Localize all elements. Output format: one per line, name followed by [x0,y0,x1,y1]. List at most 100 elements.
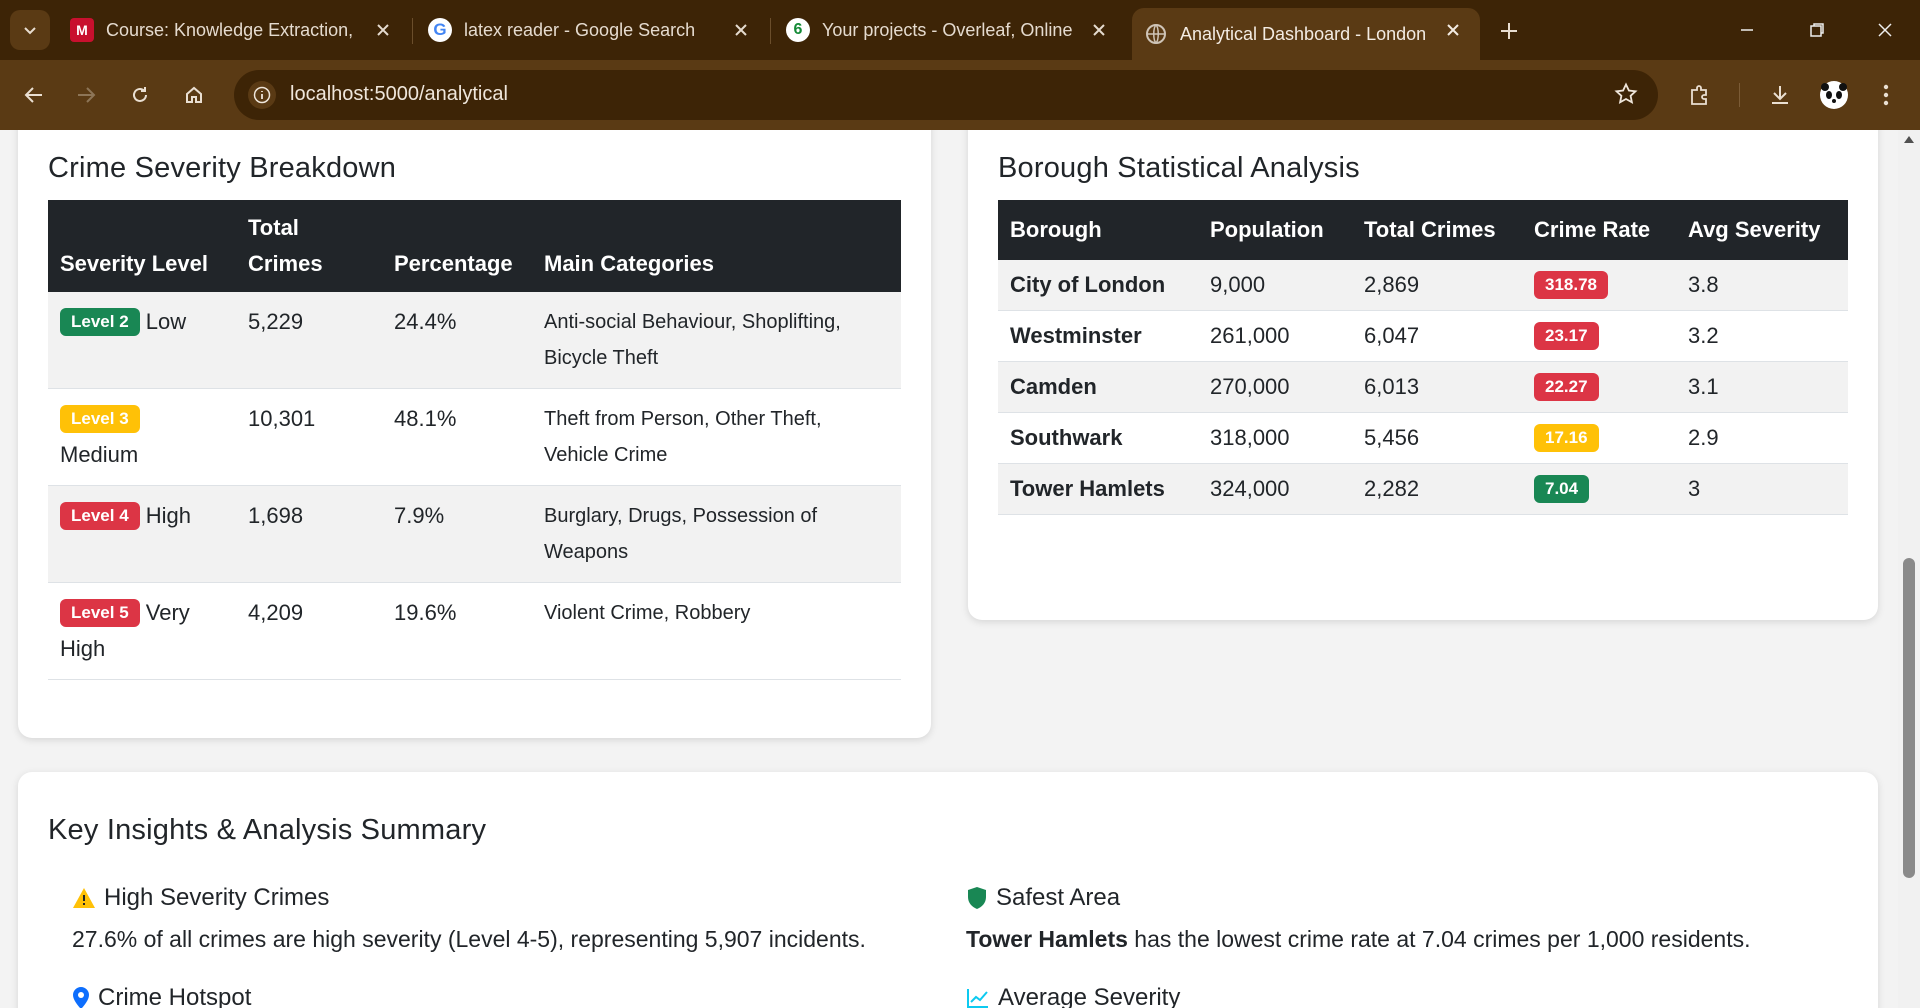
total-crimes-cell: 2,869 [1352,260,1522,311]
new-tab-button[interactable] [1494,16,1524,46]
tab-overleaf[interactable]: 6 Your projects - Overleaf, Online [786,8,1126,52]
forward-button[interactable] [66,75,106,115]
overleaf-icon: 6 [786,18,810,42]
severity-level-cell: Level 2 Low [48,292,236,389]
tab-analytical-dashboard[interactable]: Analytical Dashboard - London [1132,8,1480,60]
close-icon[interactable] [1442,19,1464,41]
tab-google[interactable]: G latex reader - Google Search [428,8,768,52]
severity-label: Medium [60,442,139,467]
insight-high-severity: High Severity Crimes 27.6% of all crimes… [72,884,866,953]
scroll-up-arrow-icon[interactable] [1904,136,1914,143]
avg-severity-cell: 3.1 [1676,361,1848,413]
population-cell: 318,000 [1198,412,1352,464]
borough-name-cell: Westminster [998,310,1198,362]
home-button[interactable] [174,75,214,115]
percentage-cell: 48.1% [382,388,532,486]
insight-heading: Safest Area [996,884,1121,911]
column-header: Main Categories [532,200,901,292]
severity-label: Very High [60,600,190,661]
insight-text: 27.6% of all crimes are high severity (L… [72,926,866,952]
column-header: Avg Severity [1676,200,1848,260]
insight-text: Tower Hamlets has the lowest crime rate … [966,926,1750,953]
panda-avatar-icon [1820,81,1848,109]
borough-name-cell: Southwark [998,412,1198,464]
percentage-cell: 19.6% [382,582,532,680]
close-icon[interactable] [730,19,752,41]
population-cell: 261,000 [1198,310,1352,362]
home-icon [186,86,202,103]
restore-icon [1810,23,1824,37]
total-crimes-cell: 1,698 [236,485,382,583]
close-icon [1878,23,1892,37]
google-icon: G [428,18,452,42]
page-viewport: Crime Severity Breakdown Severity Level … [0,130,1898,1008]
toolbar-divider [1739,83,1740,107]
severity-level-cell: Level 4 High [48,485,236,583]
severity-badge: Level 3 [60,405,140,433]
reload-button[interactable] [120,75,160,115]
borough-card: Borough Statistical Analysis Borough Pop… [968,130,1878,620]
severity-badge: Level 2 [60,308,140,336]
population-cell: 324,000 [1198,463,1352,515]
close-icon[interactable] [1088,19,1110,41]
url-text[interactable]: localhost:5000/analytical [290,83,508,105]
tab-title: Your projects - Overleaf, Online [822,19,1072,40]
tab-title: Course: Knowledge Extraction, M [106,19,356,40]
total-crimes-cell: 2,282 [1352,463,1522,515]
tab-search-button[interactable] [10,10,50,50]
browser-toolbar: localhost:5000/analytical [0,60,1920,130]
percentage-cell: 7.9% [382,485,532,583]
main-categories-cell: Anti-social Behaviour, Shoplifting, Bicy… [532,292,901,389]
minimize-button[interactable] [1724,10,1770,50]
tab-course[interactable]: M Course: Knowledge Extraction, M [70,8,410,52]
table-row: Southwark 318,000 5,456 17.16 2.9 [998,412,1848,464]
column-header: Crime Rate [1522,200,1676,260]
table-row: Level 4 High 1,698 7.9% Burglary, Drugs, Po… [48,485,901,583]
crime-rate-cell: 22.27 [1522,361,1676,413]
plus-icon [1501,23,1517,39]
close-icon[interactable] [372,19,394,41]
downloads-button[interactable] [1760,75,1800,115]
scrollbar-thumb[interactable] [1903,558,1915,878]
page-scrollbar[interactable] [1898,130,1920,1008]
site-info-icon[interactable] [248,81,276,109]
table-row: Westminster 261,000 6,047 23.17 3.2 [998,310,1848,362]
crime-rate-badge: 318.78 [1534,271,1608,299]
crime-rate-badge: 7.04 [1534,475,1590,503]
browser-menu-button[interactable] [1866,75,1906,115]
column-header: Percentage [382,200,532,292]
warning-triangle-icon [72,887,96,909]
total-crimes-cell: 5,229 [236,292,382,389]
chevron-down-icon [24,27,36,35]
restore-button[interactable] [1794,10,1840,50]
crime-rate-badge: 23.17 [1534,322,1599,350]
table-header-row: Borough Population Total Crimes Crime Ra… [998,200,1848,260]
profile-avatar[interactable] [1814,75,1854,115]
close-window-button[interactable] [1862,10,1908,50]
borough-name-cell: Camden [998,361,1198,413]
borough-title: Borough Statistical Analysis [998,152,1360,184]
safest-borough-name: Tower Hamlets [966,926,1128,952]
address-bar[interactable]: localhost:5000/analytical [234,70,1658,120]
severity-label: High [145,503,192,528]
column-header: Borough [998,200,1198,260]
crime-rate-cell: 17.16 [1522,412,1676,464]
main-categories-cell: Violent Crime, Robbery [532,582,901,680]
crime-rate-badge: 17.16 [1534,424,1599,452]
column-header: Total Crimes [236,200,382,292]
crime-rate-cell: 23.17 [1522,310,1676,362]
bookmark-star-icon[interactable] [1614,82,1638,111]
crime-rate-cell: 7.04 [1522,463,1676,515]
severity-label: Low [145,309,187,334]
borough-table: Borough Population Total Crimes Crime Ra… [998,200,1848,515]
table-row: Camden 270,000 6,013 22.27 3.1 [998,361,1848,413]
table-row: City of London 9,000 2,869 318.78 3.8 [998,260,1848,311]
total-crimes-cell: 6,013 [1352,361,1522,413]
borough-name-cell: City of London [998,260,1198,311]
tab-separator [770,18,771,44]
table-row: Level 3 Medium 10,301 48.1% Theft from Pers… [48,388,901,486]
column-header: Total Crimes [1352,200,1522,260]
moodle-icon: M [70,18,94,42]
back-button[interactable] [14,75,54,115]
extensions-button[interactable] [1680,75,1720,115]
